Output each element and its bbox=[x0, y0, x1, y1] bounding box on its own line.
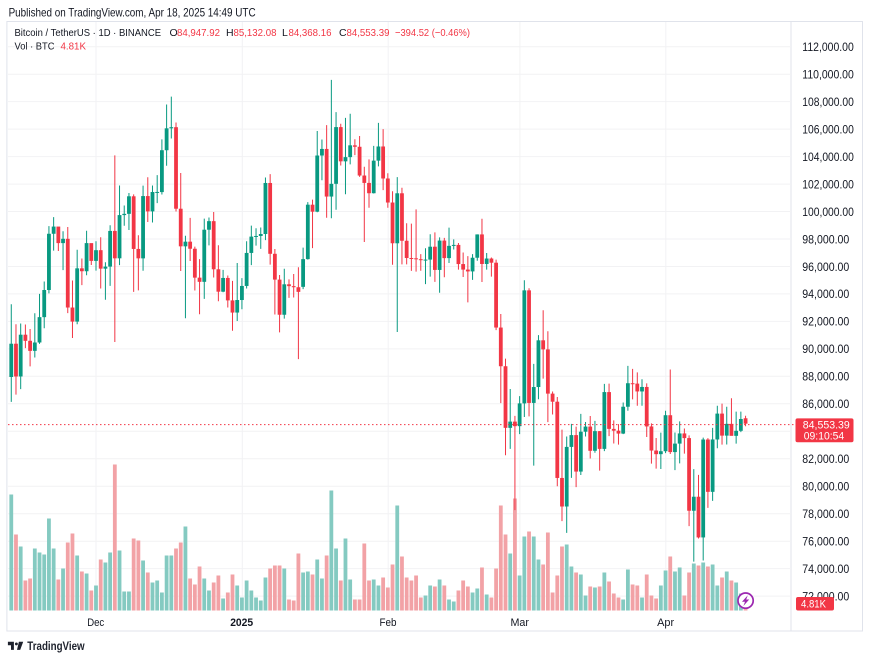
svg-text:Mar: Mar bbox=[510, 617, 529, 629]
svg-text:Dec: Dec bbox=[87, 617, 104, 629]
svg-text:Published on TradingView.com,: Published on TradingView.com, Apr 18, 20… bbox=[9, 6, 256, 19]
svg-text:4.81K: 4.81K bbox=[801, 599, 827, 611]
svg-text:108,000.00: 108,000.00 bbox=[802, 95, 854, 109]
svg-text:Apr: Apr bbox=[657, 617, 674, 629]
svg-text:112,000.00: 112,000.00 bbox=[802, 40, 854, 54]
svg-text:104,000.00: 104,000.00 bbox=[802, 150, 854, 164]
svg-text:2025: 2025 bbox=[230, 617, 253, 629]
svg-text:86,000.00: 86,000.00 bbox=[802, 397, 849, 411]
svg-text:102,000.00: 102,000.00 bbox=[802, 177, 854, 191]
svg-text:110,000.00: 110,000.00 bbox=[802, 68, 854, 82]
svg-text:98,000.00: 98,000.00 bbox=[802, 232, 849, 246]
svg-text:106,000.00: 106,000.00 bbox=[802, 122, 854, 136]
svg-text:84,553.39: 84,553.39 bbox=[803, 419, 850, 431]
svg-text:74,000.00: 74,000.00 bbox=[802, 562, 849, 576]
svg-text:09:10:54: 09:10:54 bbox=[804, 431, 844, 443]
svg-text:82,000.00: 82,000.00 bbox=[802, 452, 849, 466]
svg-text:80,000.00: 80,000.00 bbox=[802, 480, 849, 494]
svg-text:78,000.00: 78,000.00 bbox=[802, 507, 849, 521]
svg-text:Feb: Feb bbox=[380, 617, 397, 629]
svg-text:88,000.00: 88,000.00 bbox=[802, 370, 849, 384]
svg-text:90,000.00: 90,000.00 bbox=[802, 342, 849, 356]
svg-text:TradingView: TradingView bbox=[27, 639, 85, 653]
svg-text:96,000.00: 96,000.00 bbox=[802, 260, 849, 274]
svg-text:94,000.00: 94,000.00 bbox=[802, 287, 849, 301]
svg-text:Bitcoin / TetherUS · 1D · BINA: Bitcoin / TetherUS · 1D · BINANCE O84,947… bbox=[15, 27, 471, 39]
svg-text:92,000.00: 92,000.00 bbox=[802, 315, 849, 329]
svg-text:76,000.00: 76,000.00 bbox=[802, 535, 849, 549]
svg-text:100,000.00: 100,000.00 bbox=[802, 205, 854, 219]
